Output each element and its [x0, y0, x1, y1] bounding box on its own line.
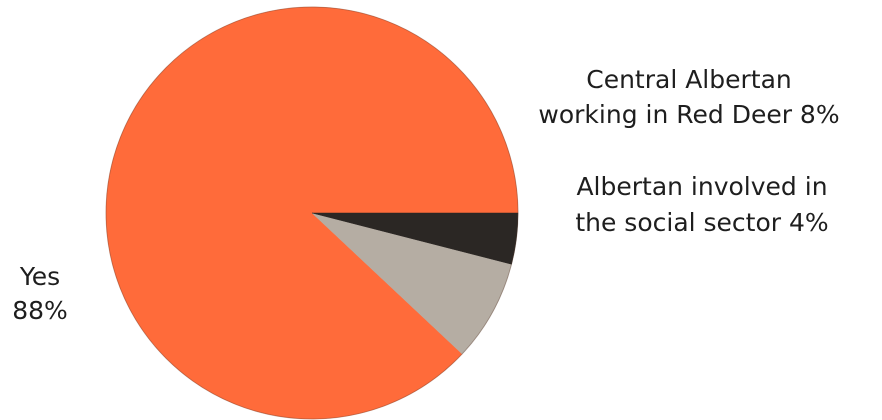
slice-label-line: Central Albertan	[586, 65, 792, 94]
slice-label: Central Albertan working in Red Deer 8%	[538, 65, 839, 129]
pie-slice	[311, 212, 519, 265]
pie-slice	[105, 6, 519, 420]
pie-labels: Yes 88% Central Albertan working in Red Dee…	[12, 65, 839, 325]
slice-label: Albertan involved in the social sector 4%	[575, 172, 828, 237]
slice-label-line: Albertan involved in	[576, 172, 827, 201]
slice-label-line: 88%	[12, 296, 68, 325]
slice-label: Yes 88%	[12, 262, 68, 325]
slice-label-line: Yes	[19, 262, 60, 291]
pie-outline	[105, 6, 519, 420]
slice-label-line: the social sector 4%	[575, 208, 828, 237]
pie-slice	[311, 212, 512, 355]
pie-slices	[105, 6, 519, 420]
slice-label-line: working in Red Deer 8%	[538, 100, 839, 129]
